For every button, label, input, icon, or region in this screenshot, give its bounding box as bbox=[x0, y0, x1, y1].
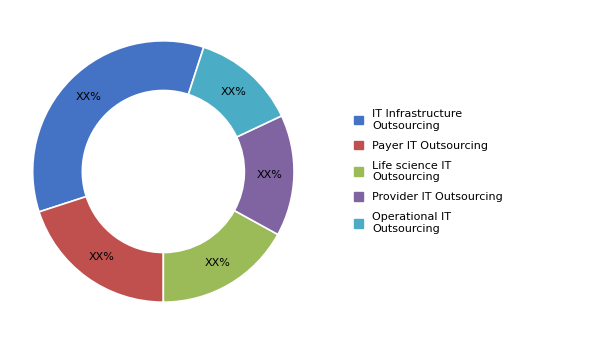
Wedge shape bbox=[163, 211, 278, 302]
Text: XX%: XX% bbox=[75, 92, 102, 102]
Text: XX%: XX% bbox=[204, 258, 230, 268]
Wedge shape bbox=[39, 197, 163, 302]
Text: XX%: XX% bbox=[220, 87, 247, 97]
Legend: IT Infrastructure
Outsourcing, Payer IT Outsourcing, Life science IT
Outsourcing: IT Infrastructure Outsourcing, Payer IT … bbox=[349, 104, 508, 239]
Text: XX%: XX% bbox=[88, 252, 114, 262]
Wedge shape bbox=[188, 47, 282, 137]
Wedge shape bbox=[235, 116, 294, 235]
Wedge shape bbox=[33, 41, 204, 212]
Text: XX%: XX% bbox=[256, 170, 282, 180]
